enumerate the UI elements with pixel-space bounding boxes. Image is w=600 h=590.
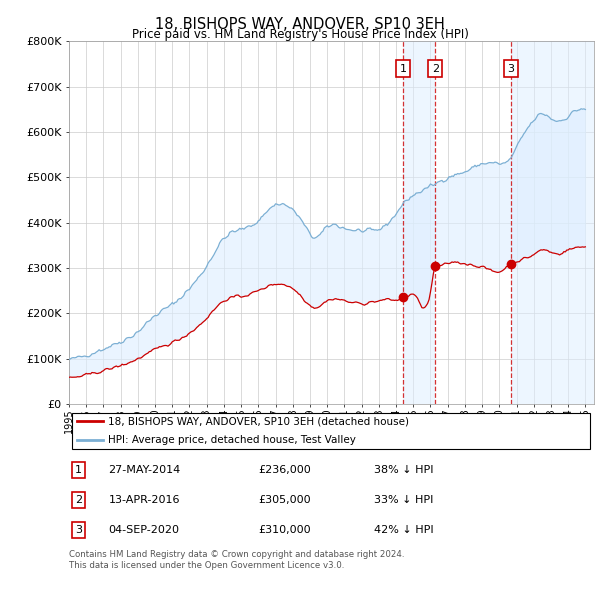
Text: 1: 1 xyxy=(400,64,407,74)
Text: 13-APR-2016: 13-APR-2016 xyxy=(109,495,180,505)
Text: This data is licensed under the Open Government Licence v3.0.: This data is licensed under the Open Gov… xyxy=(69,560,344,569)
Text: 18, BISHOPS WAY, ANDOVER, SP10 3EH: 18, BISHOPS WAY, ANDOVER, SP10 3EH xyxy=(155,17,445,31)
Text: 04-SEP-2020: 04-SEP-2020 xyxy=(109,525,179,535)
Text: £305,000: £305,000 xyxy=(258,495,311,505)
FancyBboxPatch shape xyxy=(71,413,590,450)
Text: 38% ↓ HPI: 38% ↓ HPI xyxy=(373,465,433,475)
Text: 27-MAY-2014: 27-MAY-2014 xyxy=(109,465,181,475)
Text: Contains HM Land Registry data © Crown copyright and database right 2024.: Contains HM Land Registry data © Crown c… xyxy=(69,550,404,559)
Text: 2: 2 xyxy=(75,495,82,505)
Text: 18, BISHOPS WAY, ANDOVER, SP10 3EH (detached house): 18, BISHOPS WAY, ANDOVER, SP10 3EH (deta… xyxy=(109,417,409,426)
Text: 3: 3 xyxy=(508,64,515,74)
Text: £310,000: £310,000 xyxy=(258,525,311,535)
Bar xyxy=(511,41,594,404)
Text: 42% ↓ HPI: 42% ↓ HPI xyxy=(373,525,433,535)
Text: 2: 2 xyxy=(432,64,439,74)
Text: 1: 1 xyxy=(75,465,82,475)
Text: 3: 3 xyxy=(75,525,82,535)
Bar xyxy=(403,41,435,404)
Text: HPI: Average price, detached house, Test Valley: HPI: Average price, detached house, Test… xyxy=(109,435,356,445)
Text: Price paid vs. HM Land Registry's House Price Index (HPI): Price paid vs. HM Land Registry's House … xyxy=(131,28,469,41)
Text: £236,000: £236,000 xyxy=(258,465,311,475)
Text: 33% ↓ HPI: 33% ↓ HPI xyxy=(373,495,433,505)
